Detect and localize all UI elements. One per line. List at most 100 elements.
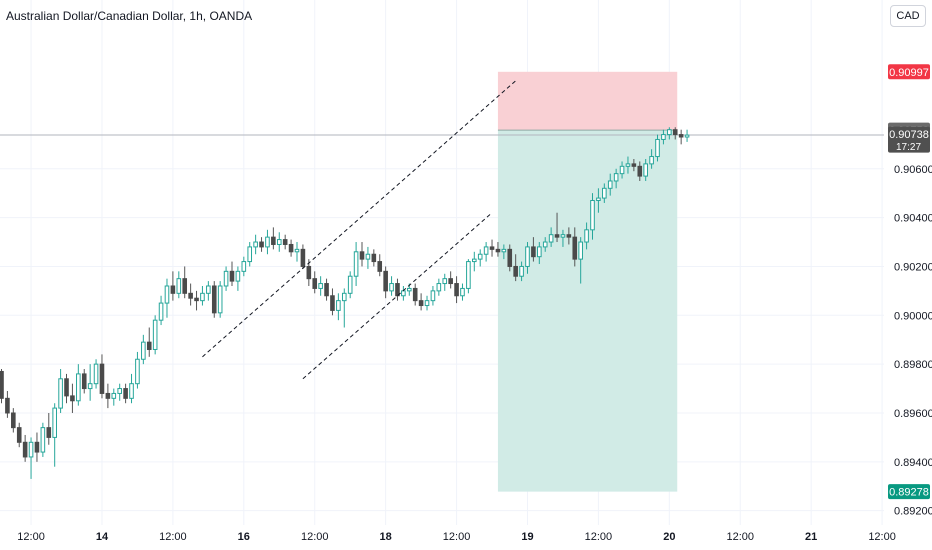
candle-body (16, 427, 22, 443)
long-position-tool[interactable] (0, 71, 884, 492)
candle-body (64, 378, 69, 397)
candle-body (448, 278, 453, 285)
stop-price-label: 0.90997 (889, 67, 929, 79)
candle-body (655, 138, 660, 158)
time-tick-label: 16 (238, 531, 250, 543)
candle-body (436, 283, 442, 292)
grid-lines (0, 0, 884, 525)
candle-body (560, 234, 566, 238)
candle-body (501, 248, 507, 253)
candle-body (188, 292, 193, 299)
price-tick-label: 0.90600 (894, 164, 932, 176)
candle-body (542, 241, 548, 248)
candle-body (596, 197, 601, 202)
candle-body (684, 134, 690, 138)
candle-body (619, 165, 625, 175)
time-tick-label: 12:00 (443, 531, 471, 543)
candle-body (401, 290, 406, 297)
candle-body (377, 261, 383, 272)
candle-body (637, 165, 643, 177)
candle-body (182, 278, 188, 294)
candle-body (519, 265, 524, 277)
candle-body (229, 270, 235, 282)
candle-body (70, 395, 75, 402)
symbol-title[interactable]: Australian Dollar/Canadian Dollar, 1h, O… (6, 9, 253, 23)
take-profit-zone (497, 130, 678, 492)
candle-body (531, 246, 536, 258)
candle-body (472, 258, 477, 263)
time-tick-label: 19 (521, 531, 533, 543)
candle-body (495, 248, 501, 253)
candle-body (572, 236, 578, 260)
candle-body (578, 241, 583, 260)
candle-body (141, 341, 146, 360)
candle-body (194, 297, 199, 302)
candle-body (318, 283, 323, 289)
candle-body (341, 292, 347, 302)
channel-drawing[interactable] (202, 80, 517, 380)
candle-body (678, 134, 684, 138)
candle-body (460, 287, 465, 297)
candle-body (58, 378, 63, 409)
candle-body (135, 358, 140, 385)
price-axis[interactable]: 0.89200 0.89400 0.89600 0.89800 0.90000 0.902… (894, 164, 932, 518)
candle-body (52, 407, 57, 438)
price-tick-label: 0.89400 (894, 457, 932, 469)
candle-body (111, 392, 117, 399)
candle-body (365, 253, 371, 260)
candle-body (330, 295, 335, 311)
candle-body (489, 246, 495, 250)
stop-loss-zone (497, 71, 678, 131)
candle-body (548, 234, 554, 243)
candle-body (613, 173, 619, 182)
candle-body (81, 373, 87, 390)
candle-body (282, 239, 288, 245)
candle-body (40, 427, 46, 453)
candle-body (607, 180, 613, 189)
candle-body (466, 261, 471, 289)
candle-body (223, 270, 229, 287)
candle-body (353, 251, 359, 277)
candle-body (347, 275, 353, 294)
candle-body (200, 292, 205, 302)
candle-body (631, 163, 637, 167)
candle-body (253, 241, 258, 248)
candle-body (430, 290, 436, 302)
candle-body (483, 246, 489, 255)
candlestick-series (0, 127, 690, 479)
candle-body (259, 241, 264, 248)
candle-body (152, 319, 158, 350)
candle-body (46, 427, 52, 438)
candle-body (123, 388, 128, 399)
last-price-badge (888, 126, 930, 153)
countdown-label: 17:27 (896, 142, 921, 153)
currency-button[interactable]: CAD (890, 5, 926, 27)
candle-body (22, 441, 28, 458)
candle-body (418, 300, 424, 307)
candle-body (584, 229, 589, 243)
time-tick-label: 20 (663, 531, 675, 543)
candle-body (649, 156, 654, 165)
time-tick-label: 14 (96, 531, 109, 543)
time-tick-label: 12:00 (159, 531, 187, 543)
candle-body (276, 239, 282, 245)
last-price-label: 0.90738 (889, 129, 929, 141)
candle-body (247, 246, 253, 263)
candle-body (235, 270, 241, 282)
price-tick-label: 0.90200 (894, 261, 932, 273)
candle-body (442, 278, 448, 285)
price-tick-label: 0.89200 (894, 506, 932, 518)
target-price-badge (888, 484, 930, 500)
candle-body (395, 283, 400, 297)
candle-body (525, 246, 530, 267)
time-axis[interactable]: 12:00 14 12:00 16 12:00 18 12:00 19 12:00 20 12:00… (17, 531, 932, 543)
time-tick-label: 12:00 (301, 531, 329, 543)
candle-body (300, 248, 306, 267)
candle-body (76, 373, 81, 402)
candle-body (667, 129, 672, 136)
time-tick-label: 12:00 (868, 531, 896, 543)
candle-body (454, 283, 459, 297)
candle-body (537, 246, 542, 258)
